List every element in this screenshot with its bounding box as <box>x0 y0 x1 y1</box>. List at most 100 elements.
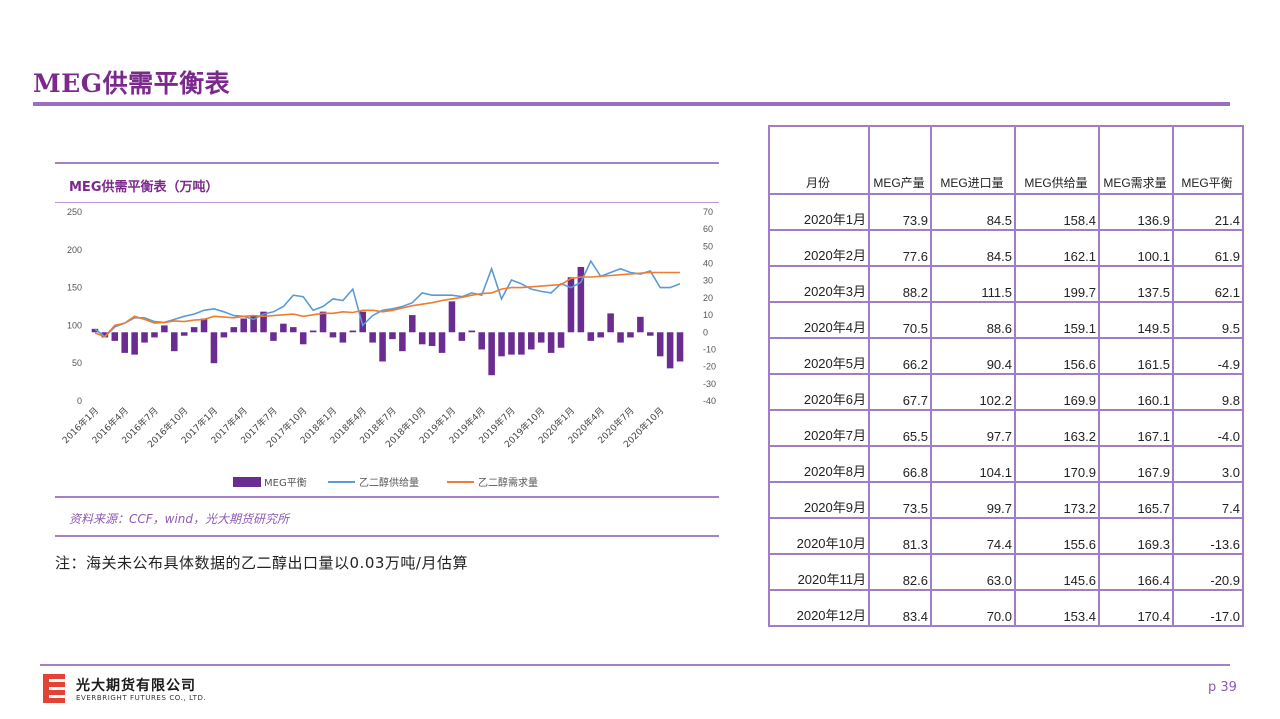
table-cell: 2020年3月 <box>768 265 870 303</box>
table-row: 2020年3月 88.2 111.5 199.7 137.5 62.1 <box>768 265 1244 303</box>
table-header-row: 月份 MEG产量 MEG进口量 MEG供给量 MEG需求量 MEG平衡 <box>768 125 1244 195</box>
bar-meg-balance <box>587 332 595 341</box>
y-right-tick-label: 40 <box>703 259 713 269</box>
bar-meg-balance <box>101 332 109 338</box>
table-cell: 2020年11月 <box>768 553 870 591</box>
table-cell: 70.5 <box>868 301 932 339</box>
bar-meg-balance <box>666 332 674 369</box>
bar-meg-balance <box>508 332 515 355</box>
table-row: 2020年11月 82.6 63.0 145.6 166.4 -20.9 <box>768 553 1244 591</box>
y-left-tick-label: 200 <box>67 245 82 255</box>
source-bottom-rule <box>55 535 719 537</box>
bar-meg-balance <box>557 332 565 348</box>
bar-meg-balance <box>676 332 684 362</box>
table-cell: 21.4 <box>1172 193 1244 231</box>
y-right-tick-label: 70 <box>703 207 713 217</box>
bar-meg-balance <box>319 311 327 333</box>
bar-meg-balance <box>161 325 168 333</box>
table-cell: 170.9 <box>1014 445 1100 483</box>
table-cell: 73.9 <box>868 193 932 231</box>
table-header-cell: MEG产量 <box>868 125 932 195</box>
legend-label-supply: 乙二醇供给量 <box>359 476 419 489</box>
page-number: p 39 <box>1208 680 1237 695</box>
table-cell: 111.5 <box>930 265 1016 303</box>
bar-meg-balance <box>260 311 267 333</box>
table-cell: 2020年8月 <box>768 445 870 483</box>
bar-meg-balance <box>617 332 624 343</box>
table-cell: -13.6 <box>1172 517 1244 555</box>
table-cell: 167.1 <box>1098 409 1174 447</box>
table-cell: 199.7 <box>1014 265 1100 303</box>
table-cell: 82.6 <box>868 553 932 591</box>
table-cell: 70.0 <box>930 589 1016 627</box>
table-header-cell: 月份 <box>768 125 870 195</box>
table-row: 2020年6月 67.7 102.2 169.9 160.1 9.8 <box>768 373 1244 411</box>
footnote: 注：海关未公布具体数据的乙二醇出口量以0.03万吨/月估算 <box>55 554 468 572</box>
table-cell: 2020年9月 <box>768 481 870 519</box>
table-row: 2020年10月 81.3 74.4 155.6 169.3 -13.6 <box>768 517 1244 555</box>
y-left-tick-label: 150 <box>67 283 82 293</box>
bar-meg-balance <box>577 266 585 333</box>
bar-meg-balance <box>111 332 119 341</box>
table-header-cell: MEG供给量 <box>1014 125 1100 195</box>
table-cell: 161.5 <box>1098 337 1174 375</box>
table-cell: 88.2 <box>868 265 932 303</box>
bar-meg-balance <box>220 332 228 338</box>
table-cell: 83.4 <box>868 589 932 627</box>
title-rule <box>33 102 1230 106</box>
table-cell: 67.7 <box>868 373 932 411</box>
table-header-cell: MEG需求量 <box>1098 125 1174 195</box>
table-cell: 104.1 <box>930 445 1016 483</box>
balance-chart: 0 50 100 150 200 250 -40 -30 -20 -10 0 10 20 30 40 50 60… <box>60 207 716 489</box>
bar-meg-balance <box>131 332 138 355</box>
table-cell: 2020年12月 <box>768 589 870 627</box>
table-cell: 163.2 <box>1014 409 1100 447</box>
source-rule <box>55 496 719 498</box>
bar-meg-balance <box>478 332 485 350</box>
table-cell: 169.9 <box>1014 373 1100 411</box>
table-row: 2020年4月 70.5 88.6 159.1 149.5 9.5 <box>768 301 1244 339</box>
table-cell: 2020年1月 <box>768 193 870 231</box>
y-right-tick-label: 0 <box>703 327 708 337</box>
y-left-tick-label: 0 <box>77 396 82 406</box>
bar-meg-balance <box>647 332 654 336</box>
table-cell: 173.2 <box>1014 481 1100 519</box>
bar-meg-balance <box>240 318 247 333</box>
table-cell: 99.7 <box>930 481 1016 519</box>
bar-meg-balance <box>270 332 277 341</box>
bar-meg-balance <box>121 332 128 353</box>
bar-meg-balance <box>290 327 297 333</box>
table-cell: 2020年6月 <box>768 373 870 411</box>
y-right-tick-label: 60 <box>703 224 713 234</box>
bar-meg-balance <box>537 332 545 343</box>
table-cell: 100.1 <box>1098 229 1174 267</box>
bar-meg-balance <box>458 332 466 341</box>
chart-title-rule <box>55 202 719 203</box>
bar-meg-balance <box>299 332 307 345</box>
bar-meg-balance <box>210 332 218 364</box>
bar-meg-balance <box>448 301 456 333</box>
table-cell: 90.4 <box>930 337 1016 375</box>
table-cell: 88.6 <box>930 301 1016 339</box>
source-text: 资料来源：CCF，wind，光大期货研究所 <box>69 512 290 526</box>
y-left-tick-label: 250 <box>67 207 82 217</box>
y-right-tick-label: 50 <box>703 241 713 251</box>
table-cell: 97.7 <box>930 409 1016 447</box>
y-right-tick-label: -10 <box>703 344 716 354</box>
table-cell: 156.6 <box>1014 337 1100 375</box>
bar-meg-balance <box>418 332 426 345</box>
bar-meg-balance <box>399 332 406 352</box>
table-cell: -4.9 <box>1172 337 1244 375</box>
company-name-en: EVERBRIGHT FUTURES CO., LTD. <box>76 694 207 702</box>
table-cell: 7.4 <box>1172 481 1244 519</box>
table-cell: 84.5 <box>930 193 1016 231</box>
bar-meg-balance <box>597 332 604 338</box>
table-row: 2020年1月 73.9 84.5 158.4 136.9 21.4 <box>768 193 1244 231</box>
bar-meg-balance <box>547 332 555 353</box>
bar-meg-balance <box>498 332 505 357</box>
table-cell: 160.1 <box>1098 373 1174 411</box>
bar-meg-balance <box>171 332 178 352</box>
bar-meg-balance <box>528 332 535 350</box>
table-cell: -4.0 <box>1172 409 1244 447</box>
bar-meg-balance <box>280 323 287 333</box>
